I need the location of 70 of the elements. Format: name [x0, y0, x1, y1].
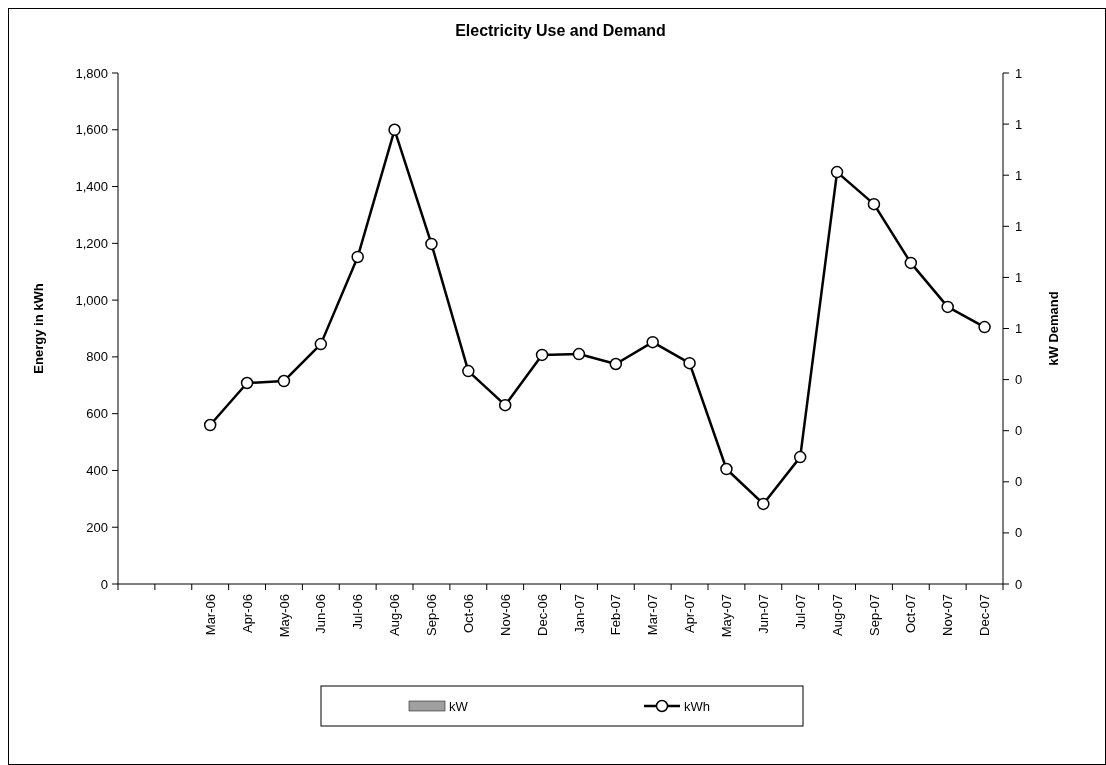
- y2-tick-label: 0: [1015, 576, 1023, 592]
- y-tick-label: 600: [86, 406, 108, 422]
- y-tick-label: 1,800: [75, 65, 108, 81]
- y2-tick-label: 1: [1015, 218, 1023, 234]
- point: [240, 376, 254, 390]
- point: [609, 357, 623, 371]
- y-axis-title: Energy in kWh: [31, 283, 46, 374]
- point: [425, 237, 438, 251]
- x-tick-label: Jul-07: [792, 594, 808, 630]
- point: [793, 450, 807, 464]
- y-tick-label: 1,400: [75, 179, 108, 195]
- y2-tick-label: 1: [1015, 65, 1023, 81]
- chart-title: Electricity Use and Demand: [455, 22, 666, 39]
- point: [941, 300, 954, 314]
- point: [388, 123, 401, 137]
- x-tick-label: Jun-06: [313, 594, 329, 634]
- x-tick-label: Apr-06: [239, 594, 255, 634]
- x-tick-label: Oct-06: [460, 594, 476, 634]
- y-tick-label: 1,600: [75, 122, 108, 138]
- x-tick-label: May-07: [718, 594, 734, 638]
- point: [683, 356, 696, 370]
- point: [830, 165, 844, 179]
- point: [277, 374, 291, 388]
- y-tick-label: 200: [86, 519, 108, 535]
- x-tick-label: Nov-06: [497, 594, 513, 636]
- x-tick-label: Mar-06: [202, 594, 218, 636]
- point: [904, 256, 918, 270]
- x-tick-label: Aug-06: [387, 594, 403, 636]
- point: [462, 364, 475, 378]
- x-tick-label: Oct-07: [903, 594, 919, 634]
- x-tick-label: Feb-07: [608, 594, 624, 636]
- x-tick-label: May-06: [276, 594, 292, 638]
- x-tick-label: Jul-06: [350, 594, 366, 630]
- x-tick-label: Dec-07: [977, 594, 993, 636]
- point: [498, 398, 512, 412]
- y2-tick-label: 1: [1015, 167, 1023, 183]
- x-tick-label: Mar-07: [645, 594, 661, 636]
- y2-tick-label: 0: [1015, 525, 1023, 541]
- point: [978, 320, 991, 334]
- y2-tick-label: 1: [1015, 116, 1023, 132]
- y-tick-label: 1,200: [75, 235, 108, 251]
- x-tick-label: Nov-07: [940, 594, 956, 636]
- point: [351, 250, 364, 264]
- point: [646, 335, 659, 349]
- point: [314, 337, 328, 351]
- point: [757, 497, 770, 511]
- x-tick-label: Jun-07: [755, 594, 771, 634]
- y-tick-label: 400: [86, 462, 108, 478]
- y2-tick-label: 0: [1015, 474, 1023, 490]
- y2-axis-title: kW Demand: [1046, 291, 1061, 366]
- y2-tick-label: 1: [1015, 321, 1023, 337]
- y-tick-label: 1,000: [75, 292, 108, 308]
- point: [720, 462, 733, 476]
- point: [535, 348, 549, 362]
- x-tick-label: Dec-06: [534, 594, 550, 636]
- legend-label: kWh: [684, 698, 710, 714]
- x-tick-label: Sep-06: [423, 594, 439, 636]
- point: [867, 197, 881, 211]
- y2-tick-label: 0: [1015, 372, 1023, 388]
- x-tick-label: Jan-07: [571, 594, 587, 634]
- x-tick-label: Sep-07: [866, 594, 882, 636]
- x-tick-label: Apr-07: [682, 594, 698, 634]
- point: [572, 347, 586, 361]
- y2-tick-label: 1: [1015, 269, 1023, 285]
- x-tick-label: Aug-07: [829, 594, 845, 636]
- legend-label: kW: [449, 698, 469, 714]
- point: [203, 418, 217, 432]
- y2-tick-label: 0: [1015, 423, 1023, 439]
- y-tick-label: 0: [100, 576, 108, 592]
- y-tick-label: 800: [86, 349, 108, 365]
